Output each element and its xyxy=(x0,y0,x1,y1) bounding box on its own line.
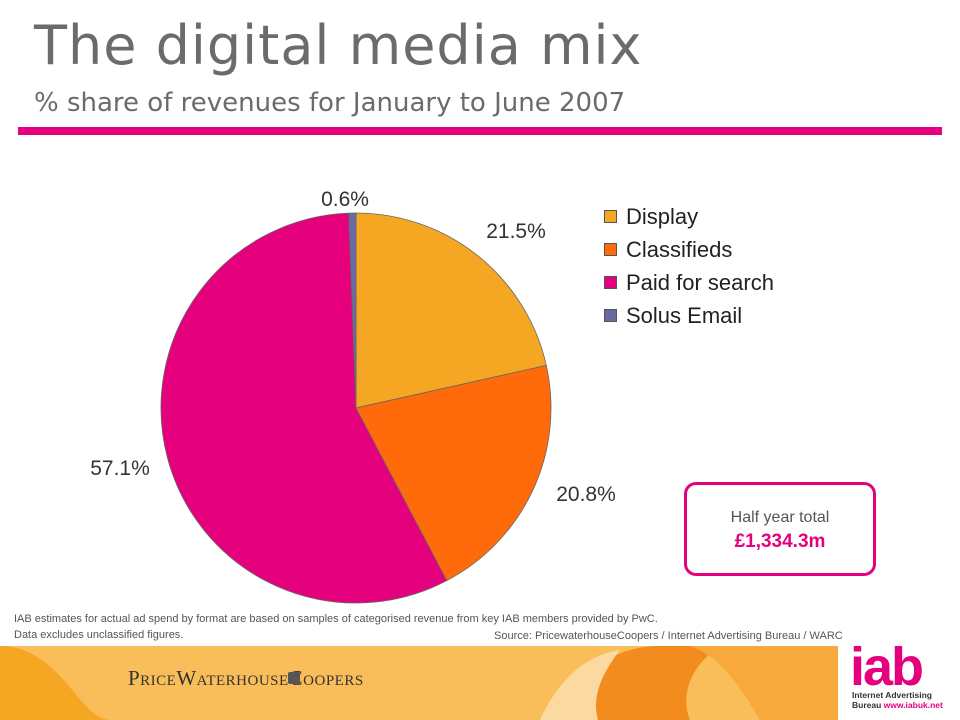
slice-label-display: 21.5% xyxy=(486,220,546,243)
legend-item-classifieds: Classifieds xyxy=(604,233,774,266)
slice-label-classifieds: 20.8% xyxy=(556,483,616,506)
legend-item-display: Display xyxy=(604,200,774,233)
pie-slice-display xyxy=(355,212,547,409)
half-year-total-value: £1,334.3m xyxy=(734,531,826,552)
legend-label-paid-for-search: Paid for search xyxy=(626,269,774,295)
legend-swatch-classifieds xyxy=(604,243,617,256)
pwc-mark-icon xyxy=(288,672,300,684)
footer-band xyxy=(0,646,960,720)
iab-url: www.iabuk.net xyxy=(883,700,943,710)
footnote: IAB estimates for actual ad spend by for… xyxy=(14,611,814,643)
half-year-total-box: Half year total £1,334.3m xyxy=(684,482,876,576)
legend-item-paid-for-search: Paid for search xyxy=(604,266,774,299)
pie-slice-classifieds xyxy=(355,364,552,582)
legend-item-solus-email: Solus Email xyxy=(604,299,774,332)
iab-logo-panel xyxy=(838,646,960,720)
iab-tagline-line-1: Internet Advertising xyxy=(852,690,932,700)
iab-tagline-line-2: Bureau xyxy=(852,700,882,710)
title-divider xyxy=(18,127,942,135)
legend-swatch-solus-email xyxy=(604,309,617,322)
half-year-total-label: Half year total xyxy=(730,509,830,526)
pie-slice-solus-email xyxy=(348,212,357,409)
footer-swoosh-light xyxy=(540,650,620,720)
page-title: The digital media mix xyxy=(34,14,643,77)
chart-legend: Display Classifieds Paid for search Solu… xyxy=(604,200,774,332)
legend-label-solus-email: Solus Email xyxy=(626,302,743,328)
page-subtitle: % share of revenues for January to June … xyxy=(34,88,626,118)
legend-label-classifieds: Classifieds xyxy=(626,236,733,262)
pie-slice-paid-for-search xyxy=(160,212,448,604)
footnote-line-1: IAB estimates for actual ad spend by for… xyxy=(14,613,658,625)
footer-swoosh-left xyxy=(0,646,110,720)
slice-label-paid-for-search: 57.1% xyxy=(90,457,150,480)
source-note: Source: PricewaterhouseCoopers / Interne… xyxy=(494,630,843,642)
legend-swatch-paid-for-search xyxy=(604,276,617,289)
slice-label-solus-email: 0.6% xyxy=(321,188,369,211)
pwc-logo: PriceWaterhouseCoopers xyxy=(128,666,364,690)
iab-logo: iab xyxy=(850,637,924,697)
iab-tagline: Internet Advertising Bureau www.iabuk.ne… xyxy=(852,690,956,710)
legend-label-display: Display xyxy=(626,203,699,229)
footnote-line-2: Data excludes unclassified figures. xyxy=(14,629,184,641)
legend-swatch-display xyxy=(604,210,617,223)
